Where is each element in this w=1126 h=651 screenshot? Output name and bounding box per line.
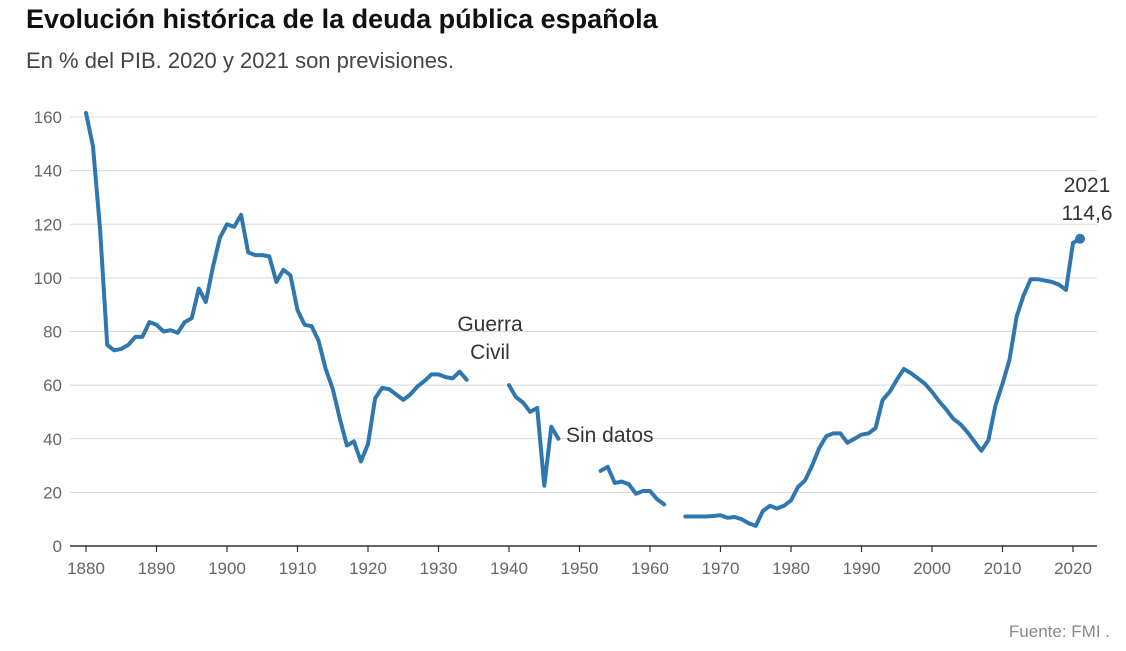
x-tick-label-1890: 1890 xyxy=(138,559,176,578)
x-axis xyxy=(70,545,1097,552)
y-tick-label-60: 60 xyxy=(43,376,62,395)
annotation-sin-datos: Sin datos xyxy=(566,424,654,447)
x-tick-label-1930: 1930 xyxy=(420,559,458,578)
x-tick-label-1900: 1900 xyxy=(208,559,246,578)
annotation-guerra-civil-line1: Guerra xyxy=(457,313,523,336)
series-line-1940-1947 xyxy=(507,383,561,488)
y-tick-label-40: 40 xyxy=(43,430,62,449)
y-tick-label-100: 100 xyxy=(34,269,62,288)
x-tick-label-1960: 1960 xyxy=(631,559,669,578)
x-tick-label-1910: 1910 xyxy=(279,559,317,578)
series-line-1953-1962 xyxy=(598,464,667,507)
y-tick-label-140: 140 xyxy=(34,162,62,181)
annotation-guerra-civil-line2: Civil xyxy=(470,341,510,364)
chart-subtitle: En % del PIB. 2020 y 2021 son previsione… xyxy=(26,48,455,73)
x-tick-label-2020: 2020 xyxy=(1054,559,1092,578)
x-tick-label-1990: 1990 xyxy=(843,559,881,578)
x-tick-label-1940: 1940 xyxy=(490,559,528,578)
y-tick-label-120: 120 xyxy=(34,215,62,234)
annotation-end-year: 2021 xyxy=(1064,174,1111,197)
y-tick-label-160: 160 xyxy=(34,108,62,127)
source-note: Fuente: FMI . xyxy=(1008,622,1110,641)
annotation-end-value: 114,6 xyxy=(1062,202,1113,225)
end-point-marker xyxy=(1075,233,1086,244)
x-tick-label-1980: 1980 xyxy=(772,559,810,578)
series-line-1965-2020 xyxy=(683,241,1075,528)
series-lines xyxy=(84,111,1086,528)
chart-title: Evolución histórica de la deuda pública … xyxy=(26,4,658,34)
x-tick-label-1920: 1920 xyxy=(349,559,387,578)
x-tick-label-2010: 2010 xyxy=(984,559,1022,578)
x-tick-label-2000: 2000 xyxy=(913,559,951,578)
series-line-1880-1934 xyxy=(84,111,469,464)
y-axis-tick-labels: 0 20 40 60 80 100 120 140 160 xyxy=(34,108,62,556)
x-axis-tick-labels: 1880 1890 1900 1910 1920 1930 1940 1950 1960 1970… xyxy=(67,559,1092,578)
x-tick-label-1950: 1950 xyxy=(561,559,599,578)
annotations: Guerra Civil Sin datos 2021 114,6 xyxy=(457,174,1112,447)
x-tick-label-1970: 1970 xyxy=(702,559,740,578)
x-tick-label-1880: 1880 xyxy=(67,559,105,578)
y-tick-label-0: 0 xyxy=(53,537,62,556)
y-tick-label-80: 80 xyxy=(43,323,62,342)
y-tick-label-20: 20 xyxy=(43,483,62,502)
